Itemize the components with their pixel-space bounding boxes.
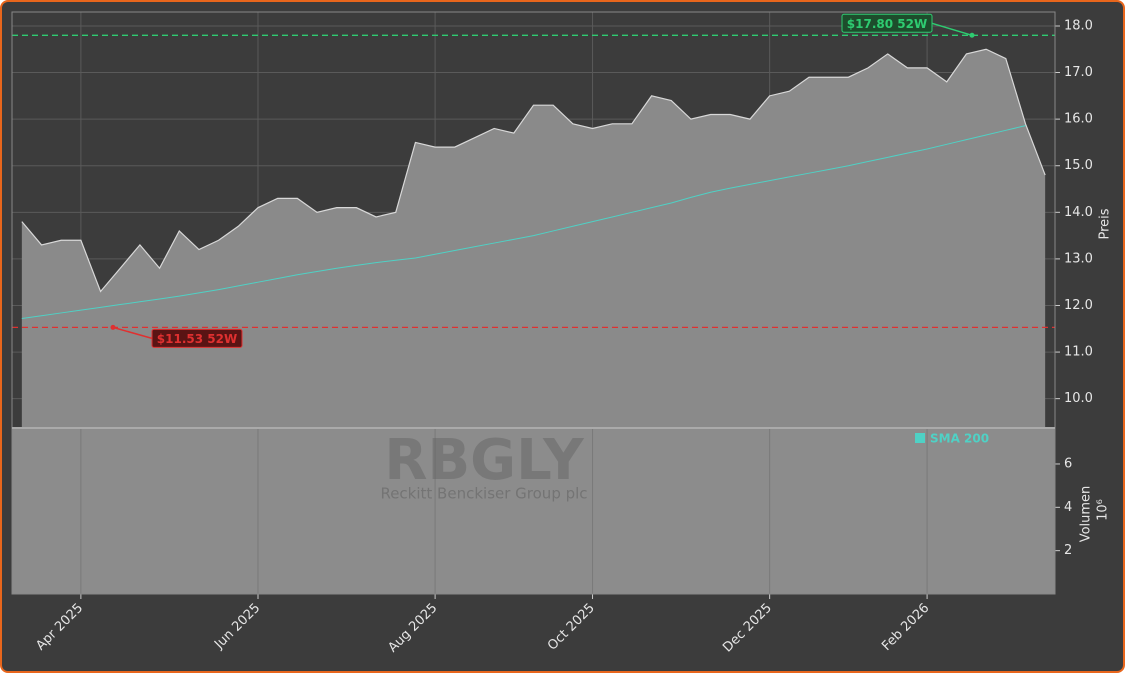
sma-line bbox=[21, 125, 1026, 320]
annotation-arrow bbox=[112, 326, 153, 340]
plot-border bbox=[11, 11, 1056, 595]
x-tick-label: Apr 2025 bbox=[33, 601, 86, 654]
x-tick-label: Jun 2025 bbox=[211, 601, 263, 653]
x-tick-label: Aug 2025 bbox=[386, 601, 441, 656]
y-tick-label: 14.0 bbox=[1064, 205, 1093, 220]
volume-panel bbox=[12, 428, 1055, 594]
y2-unit-label: 10⁶ bbox=[1096, 499, 1111, 521]
x-tick-label: Feb 2026 bbox=[879, 601, 932, 654]
annotation-label: $11.53 52W bbox=[157, 332, 237, 346]
price-area bbox=[21, 49, 1046, 428]
y-tick-label: 15.0 bbox=[1064, 158, 1093, 173]
legend-swatch bbox=[915, 433, 925, 443]
x-tick-label: Dec 2025 bbox=[720, 601, 775, 656]
y-tick-label: 13.0 bbox=[1064, 251, 1093, 266]
watermark-subtitle: Reckitt Benckiser Group plc bbox=[380, 485, 587, 503]
y-tick-label: 12.0 bbox=[1064, 298, 1093, 313]
x-tick-label: Oct 2025 bbox=[545, 601, 598, 654]
y-tick-label: 17.0 bbox=[1064, 65, 1093, 80]
y2-tick-label: 2 bbox=[1064, 543, 1072, 558]
y-tick-label: 11.0 bbox=[1064, 345, 1093, 360]
annotation-arrow bbox=[931, 22, 973, 37]
y-tick-label: 16.0 bbox=[1064, 112, 1093, 127]
y-tick-label: 18.0 bbox=[1064, 18, 1093, 33]
y2-tick-label: 4 bbox=[1064, 500, 1072, 515]
legend-label: SMA 200 bbox=[930, 432, 989, 446]
y2-tick-label: 6 bbox=[1064, 456, 1072, 471]
annotation-point bbox=[110, 324, 116, 330]
y2-axis-label: Volumen bbox=[1079, 486, 1094, 543]
y-axis-label: Preis bbox=[1098, 208, 1113, 239]
annotation-point bbox=[969, 32, 975, 38]
watermark: RBGLY bbox=[384, 428, 585, 493]
y-tick-label: 10.0 bbox=[1064, 391, 1093, 406]
annotation-label: $17.80 52W bbox=[847, 17, 927, 31]
price-line bbox=[21, 48, 1046, 293]
